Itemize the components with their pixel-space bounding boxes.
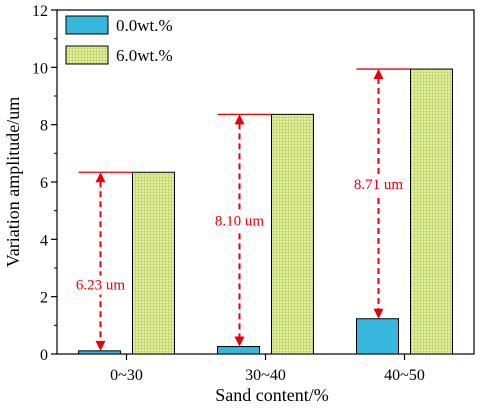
- y-tick-label: 0: [40, 347, 48, 364]
- annotation-arrow-down: [234, 336, 245, 347]
- y-tick-label: 12: [32, 3, 48, 20]
- legend-label-1: 0.0wt.%: [116, 16, 173, 35]
- y-tick-label: 8: [40, 118, 48, 135]
- x-tick-label: 30~40: [245, 367, 286, 384]
- x-tick-label: 0~30: [110, 367, 143, 384]
- y-tick-label: 10: [32, 60, 48, 77]
- bar-series-2: [271, 113, 314, 355]
- x-axis-title: Sand content/%: [215, 385, 328, 405]
- bar-series-1: [78, 350, 121, 355]
- annotation-label: 8.71 um: [354, 177, 404, 193]
- annotation-label-bg: [208, 211, 271, 231]
- annotation-arrow-down: [95, 340, 106, 351]
- y-tick-label: 4: [40, 232, 48, 249]
- annotation-arrow-down: [373, 308, 384, 319]
- annotation-arrow-up: [373, 69, 384, 80]
- bar-series-2: [410, 68, 453, 355]
- bar-series-1: [217, 346, 260, 355]
- legend-swatch-1: [65, 15, 109, 35]
- annotation-label-bg: [69, 275, 132, 295]
- legend-label-2: 6.0wt.%: [116, 46, 173, 65]
- y-axis-title: Variation amplitude/um: [3, 97, 23, 267]
- legend-swatch-2: [65, 45, 109, 65]
- x-tick-label: 40~50: [384, 367, 425, 384]
- annotation-arrow-up: [234, 114, 245, 125]
- y-tick-label: 6: [40, 175, 48, 192]
- annotation-label: 8.10 um: [215, 213, 265, 229]
- annotation-arrow-up: [95, 172, 106, 183]
- bar-series-1: [356, 318, 399, 355]
- y-tick-label: 2: [40, 290, 48, 307]
- annotation-label-bg: [347, 174, 410, 194]
- bar-series-2: [132, 171, 175, 355]
- annotation-label: 6.23 um: [76, 278, 126, 294]
- legend: 0.0wt.% 6.0wt.%: [65, 15, 173, 65]
- plot-area: 0 2 4 6 8 10 12 0~30 30~40 40~50 6.23 um 8.10 um 8.7…: [32, 3, 475, 384]
